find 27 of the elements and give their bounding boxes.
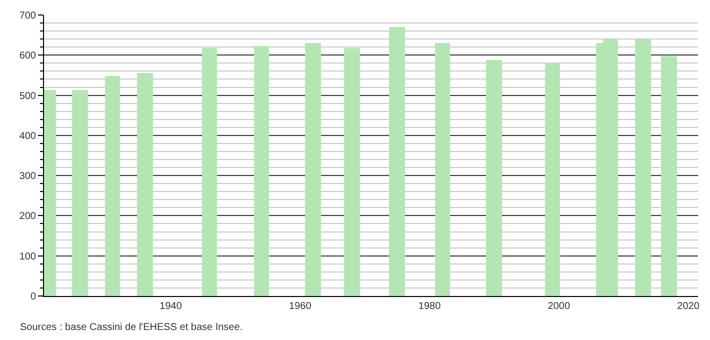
- x-tick-label: 1980: [418, 301, 442, 312]
- y-tick-label: 700: [19, 10, 36, 22]
- y-tick-label: 500: [19, 90, 36, 102]
- x-tick-label: 2020: [677, 301, 700, 312]
- bar: [661, 56, 677, 296]
- bar: [105, 76, 120, 296]
- bar: [137, 73, 153, 296]
- bar: [254, 46, 269, 296]
- bar: [72, 90, 88, 296]
- y-tick-label: 0: [30, 292, 36, 302]
- y-tick-label: 100: [19, 251, 36, 262]
- y-tick-label: 400: [19, 130, 36, 142]
- bar: [344, 48, 360, 296]
- y-tick-label: 300: [19, 171, 36, 182]
- x-tick-label: 2000: [548, 301, 570, 312]
- bar: [202, 48, 217, 296]
- bar: [389, 27, 405, 296]
- bar: [305, 43, 321, 296]
- bar: [486, 60, 502, 296]
- y-tick-label: 600: [19, 50, 36, 62]
- bar: [435, 43, 450, 296]
- x-tick-label: 1940: [160, 301, 182, 312]
- source-note: Sources : base Cassini de l'EHESS et base Insee.: [20, 322, 243, 333]
- y-tick-label: 200: [19, 211, 36, 222]
- bar: [545, 63, 560, 296]
- bar: [635, 39, 651, 296]
- x-tick-label: 1960: [289, 301, 312, 312]
